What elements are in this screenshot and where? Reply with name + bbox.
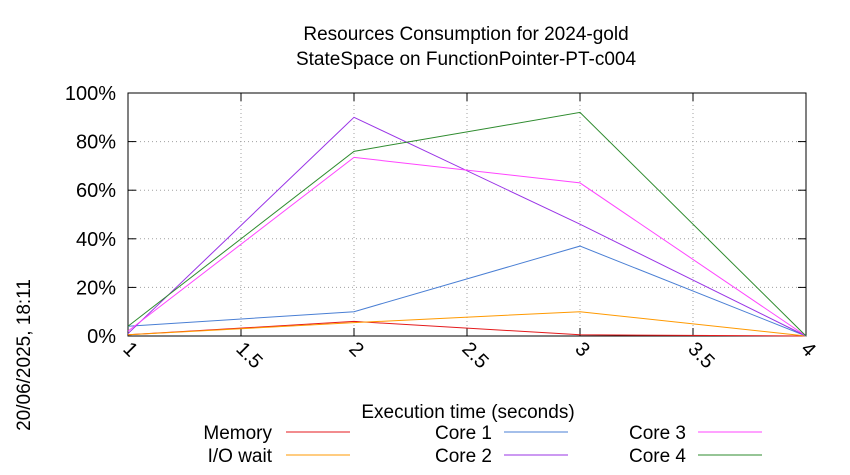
legend-label: Core 2 [435, 446, 492, 467]
plot-area: 0% 20% 40% 60% 80% 100% 1 1.5 2 2.5 3 3.5 4 [65, 83, 820, 373]
legend-label: Core 1 [435, 423, 492, 444]
x-axis-label: Execution time (seconds) [361, 402, 574, 423]
series-line [127, 311, 807, 337]
x-tick-label: 4 [796, 338, 819, 361]
x-tick-label: 2 [344, 338, 367, 361]
chart-subtitle: StateSpace on FunctionPointer-PT-c004 [296, 49, 637, 70]
series-line [127, 320, 807, 337]
y-tick-label: 20% [76, 277, 116, 299]
series-line [127, 156, 807, 337]
y-tick-label: 60% [76, 180, 116, 202]
series-line [127, 245, 807, 337]
chart-title: Resources Consumption for 2024-gold [303, 24, 628, 45]
legend-label: Core 3 [629, 423, 686, 444]
y-tick-label: 100% [65, 83, 116, 105]
y-tick-label: 80% [76, 132, 116, 154]
x-tick-label: 3.5 [683, 338, 718, 373]
y-tick-label: 0% [87, 326, 116, 348]
x-tick-label: 3 [570, 338, 593, 361]
legend-label: Core 4 [629, 446, 686, 467]
x-tick-label: 1 [118, 338, 141, 361]
y-tick-label: 40% [76, 229, 116, 251]
timestamp: 20/06/2025, 18:11 [14, 279, 35, 431]
x-tick-label: 2.5 [457, 338, 492, 373]
legend-label: I/O wait [208, 446, 273, 467]
series-line [127, 111, 807, 337]
x-tick-label: 1.5 [231, 338, 266, 373]
legend-label: Memory [203, 423, 272, 444]
plot-border [127, 92, 807, 337]
series-line [127, 116, 807, 337]
